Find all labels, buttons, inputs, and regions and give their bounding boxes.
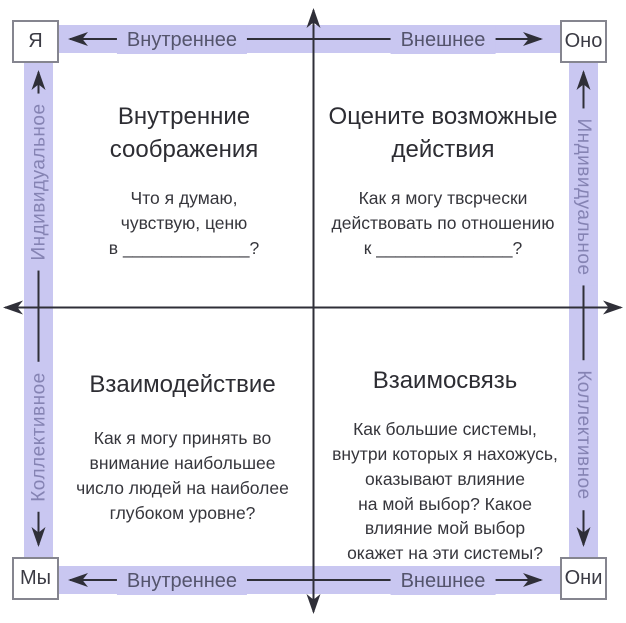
quadrant-top-right: Оцените возможные действия Как я могу тв… bbox=[316, 100, 570, 261]
quadrant-title: Взаимодействие bbox=[89, 371, 276, 398]
axis-label-top-outer: Внешнее bbox=[390, 26, 496, 54]
quadrant-body: Что я думаю, чувствую, ценю в __________… bbox=[108, 188, 260, 258]
quadrant-body: Как я могу твсрчески действовать по отно… bbox=[331, 188, 555, 258]
corner-box-i: Я bbox=[12, 20, 59, 63]
axis-label-right-upper: Индивидуальное bbox=[570, 108, 597, 286]
corner-box-we: Мы bbox=[12, 557, 59, 600]
quadrant-title: Взаимосвязь bbox=[372, 367, 518, 394]
axis-label-top-inner: Внутреннее bbox=[116, 26, 248, 54]
quadrant-title: Оцените возможные действия bbox=[328, 103, 558, 164]
quadrant-title: Внутренние соображения bbox=[109, 103, 259, 164]
quadrant-bottom-right: Взаимосвязь Как большие системы, внутри … bbox=[312, 364, 578, 566]
corner-box-it: Оно bbox=[560, 20, 607, 63]
axis-label-right-lower: Коллективное bbox=[570, 360, 597, 510]
corner-box-they: Они bbox=[560, 557, 607, 600]
quadrant-bottom-left: Взаимодействие Как я могу принять во вни… bbox=[55, 368, 310, 525]
axis-label-left-upper: Индивидуальное bbox=[25, 93, 52, 271]
quadrant-top-left: Внутренние соображения Что я думаю, чувс… bbox=[58, 100, 310, 261]
axis-label-bottom-outer: Внешнее bbox=[390, 567, 496, 595]
quadrant-body: Как я могу принять во внимание наибольше… bbox=[76, 428, 289, 523]
axis-label-left-lower: Коллективное bbox=[25, 362, 52, 512]
axis-label-bottom-inner: Внутреннее bbox=[116, 567, 248, 595]
quadrant-body: Как большие системы, внутри которых я на… bbox=[332, 419, 558, 564]
